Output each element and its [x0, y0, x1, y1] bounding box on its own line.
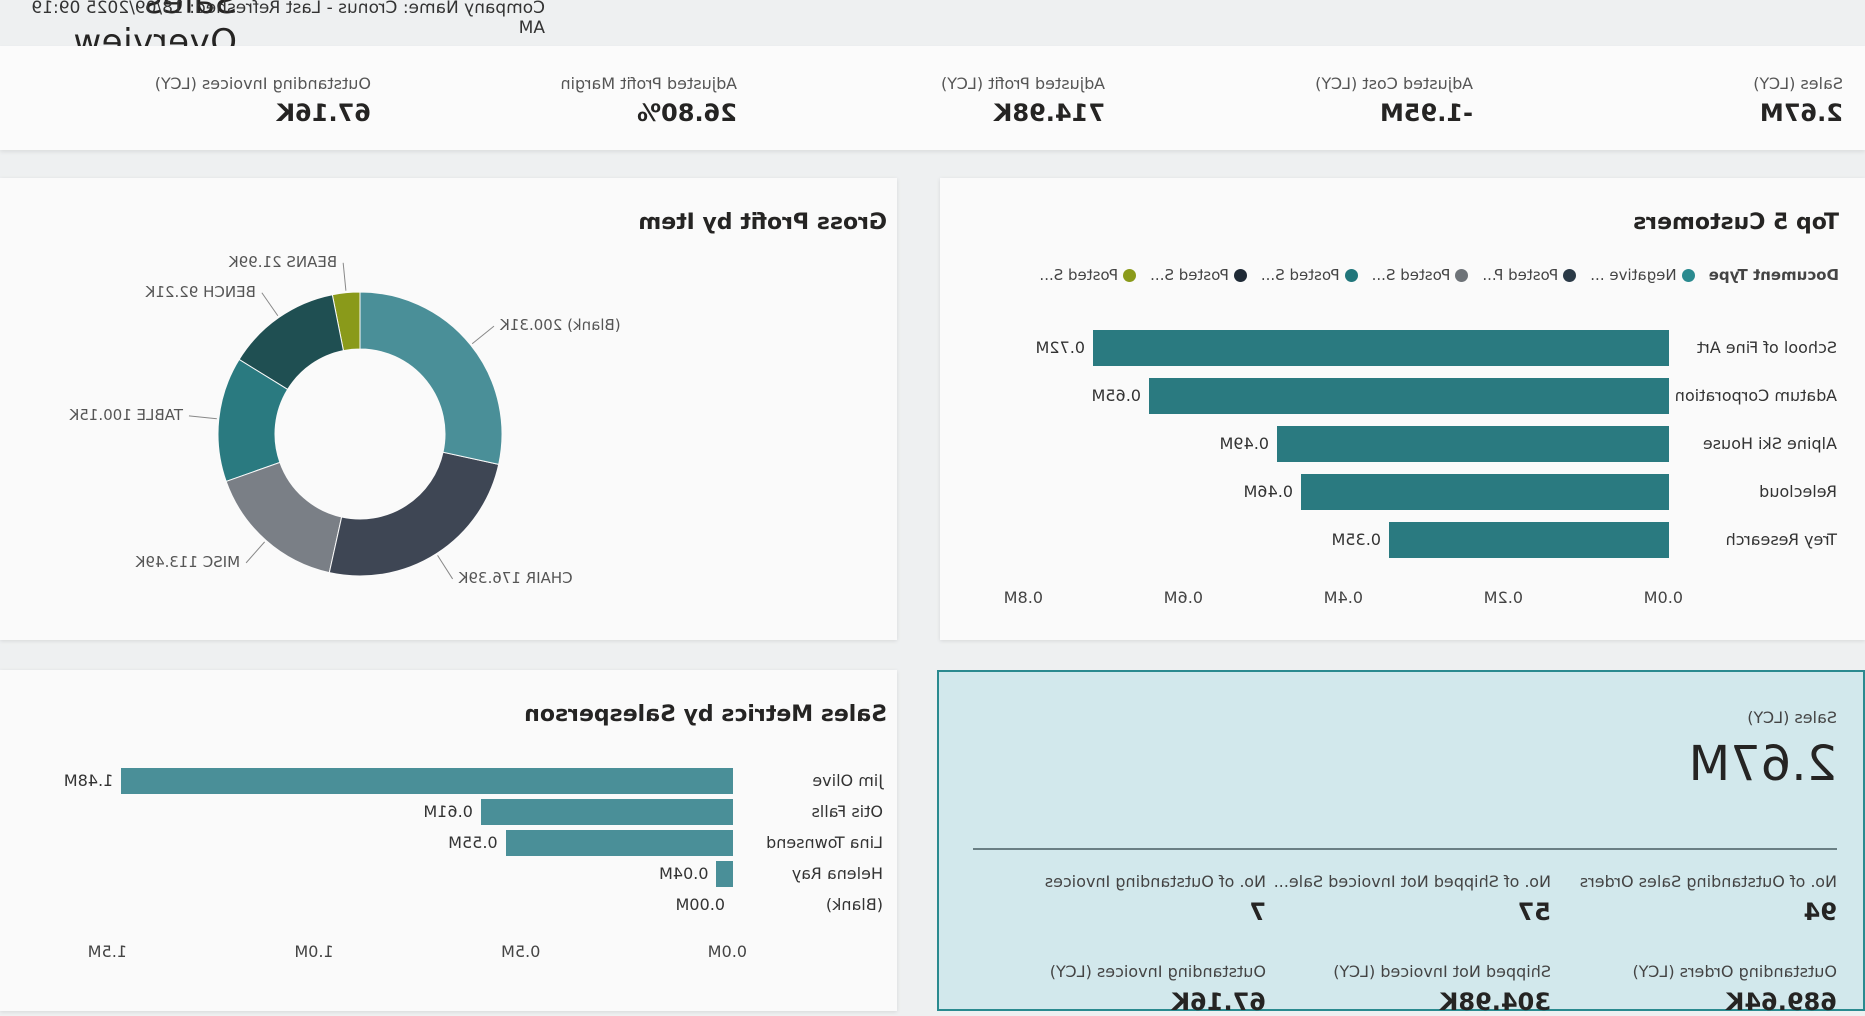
- donut-labels: BEANS 21.99K BENCH 92.21K TABLE 100.15K MIS…: [0, 178, 897, 640]
- data-label: 0.65M: [1091, 386, 1141, 405]
- data-label: 0.35M: [1331, 530, 1381, 549]
- axis-tick-label: 0.2M: [1483, 588, 1523, 607]
- category-label: Adatum Corporation: [1674, 386, 1837, 405]
- kpi-outstanding-invoices[interactable]: Outstanding Invoices (LCY) 67.16K: [155, 74, 371, 127]
- salesperson-card[interactable]: Sales Metrics by Salesperson Jim Olive 1.…: [0, 670, 897, 1011]
- metric-label: Outstanding Orders (LCY): [1632, 962, 1838, 981]
- metric-label: Shipped Not Invoiced (LCY): [1333, 962, 1551, 981]
- gross-profit-card[interactable]: Gross Profit by Item BEANS 21.99K BENCH 9…: [0, 178, 897, 640]
- donut-data-label: BEANS 21.99K: [228, 252, 338, 271]
- kpi-adjusted-profit-margin[interactable]: Adjusted Profit Margin 26.80%: [560, 74, 737, 127]
- axis-tick-label: 0.5M: [501, 942, 541, 961]
- axis-tick-label: 0.0M: [707, 942, 747, 961]
- kpi-value: 67.16K: [276, 99, 371, 127]
- donut-data-label: (Blank) 200.31K: [500, 316, 621, 335]
- category-label: Jim Olive: [812, 771, 883, 790]
- kpi-value: 2.67M: [1759, 99, 1843, 127]
- sales-summary-card[interactable]: Sales (LCY) 2.67M No. of Outstanding Sal…: [937, 670, 1865, 1016]
- refresh-info: Company Name: Cronus - Last Refreshed: 1…: [31, 0, 545, 38]
- kpi-value: 714.98K: [993, 99, 1105, 127]
- kpi-label: Adjusted Cost (LCY): [1315, 74, 1473, 93]
- kpi-adjusted-cost[interactable]: Adjusted Cost (LCY) -1.95M: [1315, 74, 1473, 127]
- category-label: Helena Ray: [791, 864, 883, 883]
- bar[interactable]: [505, 830, 733, 856]
- bar[interactable]: [716, 861, 733, 887]
- salesperson-chart: Jim Olive 1.48M Otis Falls 0.61M Lina Townse…: [0, 670, 897, 1011]
- category-label: (Blank): [825, 895, 883, 914]
- kpi-value: 26.80%: [637, 99, 737, 127]
- kpi-label: Outstanding Invoices (LCY): [154, 74, 371, 93]
- donut-data-label: TABLE 100.15K: [69, 405, 183, 424]
- kpi-value: -1.95M: [1379, 99, 1473, 127]
- bar[interactable]: [1389, 522, 1669, 558]
- bar[interactable]: [1301, 474, 1669, 510]
- kpi-adjusted-profit[interactable]: Adjusted Profit (LCY) 714.98K: [941, 74, 1105, 127]
- metric-value: 7: [1249, 898, 1266, 926]
- leader-line: [471, 325, 495, 345]
- leader-line: [342, 262, 347, 291]
- category-label: Otis Falls: [811, 802, 884, 821]
- data-label: 0.00M: [675, 895, 725, 914]
- data-label: 0.46M: [1243, 482, 1293, 501]
- category-label: School of Fine Art: [1696, 338, 1837, 357]
- data-label: 0.55M: [448, 833, 498, 852]
- category-label: Relecloud: [1759, 482, 1837, 501]
- axis-tick-label: 0.6M: [1163, 588, 1203, 607]
- category-label: Alpine Ski House: [1702, 434, 1837, 453]
- metric-label: No. of Outstanding Sales Orders: [1579, 872, 1837, 891]
- metric-label: No. of Shipped Not Invoiced Sale...: [1273, 872, 1551, 891]
- metric-label: No. of Outstanding Invoices: [1044, 872, 1266, 891]
- top-customers-card[interactable]: Top 5 Customers Document Type Negative .…: [940, 178, 1865, 640]
- sales-label: Sales (LCY): [1747, 708, 1837, 727]
- axis-tick-label: 0.4M: [1323, 588, 1363, 607]
- bar[interactable]: [1093, 330, 1669, 366]
- metric-label: Outstanding Invoices (LCY): [1049, 962, 1266, 981]
- top-customers-chart: School of Fine Art 0.72M Adatum Corporatio…: [940, 178, 1865, 640]
- donut-slice[interactable]: [359, 291, 503, 465]
- data-label: 1.48M: [63, 771, 114, 790]
- metric-value: 94: [1803, 898, 1837, 926]
- metric-value: 67.16K: [1171, 988, 1266, 1016]
- kpi-strip: Sales (LCY) 2.67M Adjusted Cost (LCY) -1…: [0, 46, 1865, 150]
- axis-tick-label: 1.5M: [87, 942, 127, 961]
- category-label: Trey Research: [1725, 530, 1837, 549]
- data-label: 0.72M: [1035, 338, 1085, 357]
- gross-profit-donut: [188, 262, 503, 580]
- bar[interactable]: [121, 768, 733, 794]
- divider: [973, 848, 1837, 850]
- leader-line: [245, 541, 265, 564]
- bar[interactable]: [1149, 378, 1669, 414]
- axis-tick-label: 0.0M: [1643, 588, 1683, 607]
- data-label: 0.61M: [423, 802, 473, 821]
- leader-line: [188, 415, 217, 420]
- category-label: Lina Townsend: [766, 833, 883, 852]
- bar[interactable]: [1277, 426, 1669, 462]
- kpi-label: Adjusted Profit Margin: [560, 74, 737, 93]
- donut-data-label: CHAIR 176.39K: [458, 568, 573, 587]
- data-label: 0.04M: [659, 864, 709, 883]
- kpi-sales[interactable]: Sales (LCY) 2.67M: [1753, 74, 1843, 127]
- kpi-label: Sales (LCY): [1753, 74, 1843, 93]
- kpi-label: Adjusted Profit (LCY): [941, 74, 1105, 93]
- data-label: 0.49M: [1219, 434, 1269, 453]
- bar[interactable]: [480, 799, 733, 825]
- donut-data-label: BENCH 92.21K: [145, 282, 256, 301]
- metric-value: 689.64K: [1725, 988, 1837, 1016]
- metric-value: 57: [1517, 898, 1551, 926]
- leader-line: [261, 292, 279, 317]
- metric-value: 304.98K: [1439, 988, 1551, 1016]
- sales-value: 2.67M: [1688, 736, 1837, 792]
- leader-line: [437, 555, 454, 580]
- donut-slice[interactable]: [328, 451, 500, 577]
- axis-tick-label: 0.8M: [1003, 588, 1043, 607]
- donut-data-label: MISC 113.49K: [135, 552, 241, 571]
- axis-tick-label: 1.0M: [294, 942, 334, 961]
